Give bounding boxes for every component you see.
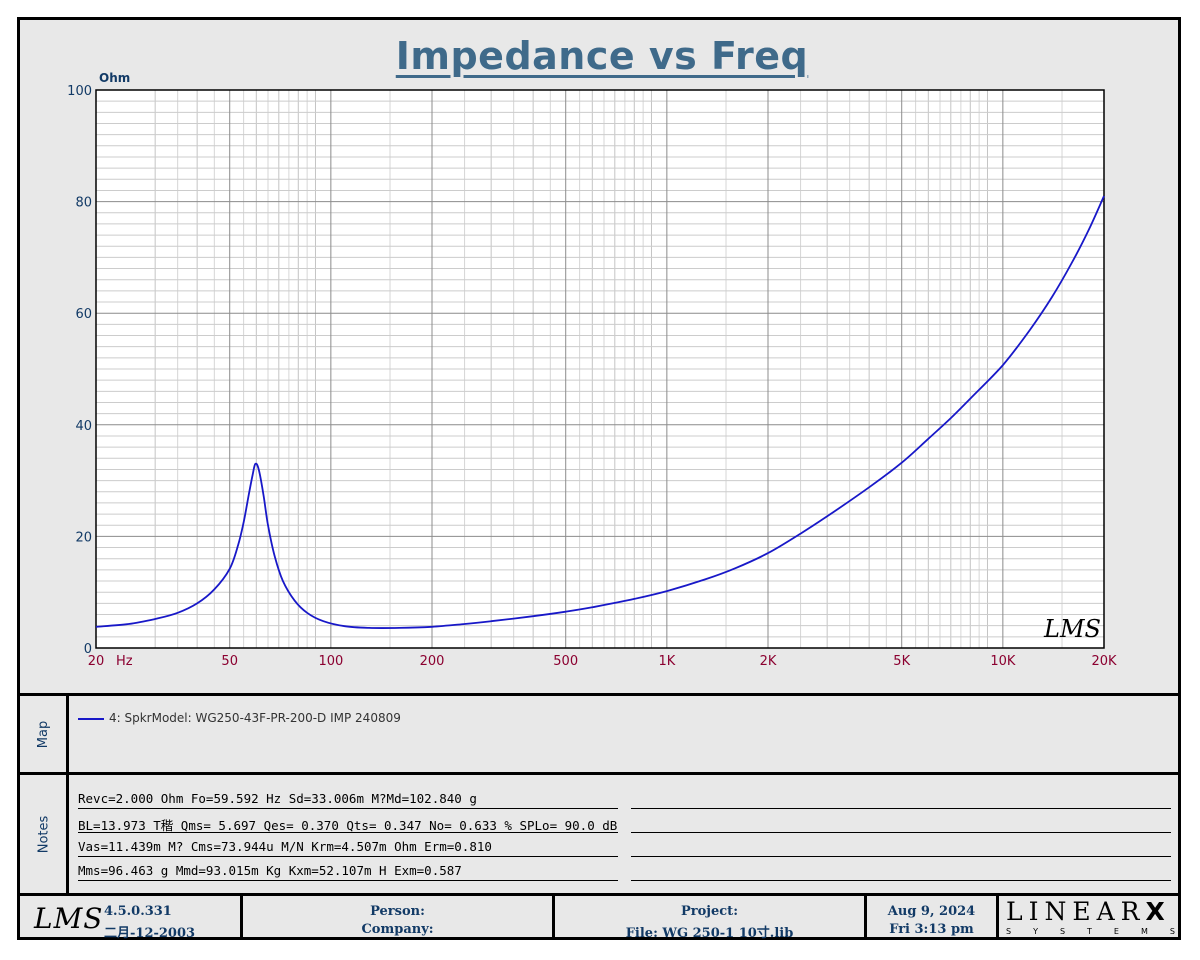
- footer-date-block: Aug 9, 2024 Fri 3:13 pm: [867, 900, 996, 939]
- footer-lms-logo: LMS: [34, 902, 104, 935]
- notes-blank-line-4: [631, 880, 1171, 881]
- chart-title: Impedance vs Freq: [395, 34, 809, 78]
- linearx-logo-x: X: [1145, 897, 1165, 926]
- x-tick-20: 20: [88, 654, 105, 669]
- legend-entry: 4: SpkrModel: WG250-43F-PR-200-D IMP 240…: [109, 711, 401, 725]
- footer-version: 4.5.0.331: [104, 904, 172, 919]
- divider-side-labels: [66, 696, 69, 893]
- footer-divider-2: [552, 896, 555, 940]
- notes-blank-line-1: [631, 808, 1171, 809]
- notes-row-4: Mms=96.463 g Mmd=93.015m Kg Kxm=52.107m …: [78, 863, 618, 881]
- x-tick-100: 100: [318, 654, 343, 669]
- footer-version-block: 4.5.0.331 二月-12-2003: [104, 900, 234, 941]
- y-tick-60: 60: [75, 307, 92, 322]
- footer-divider-3: [864, 896, 867, 940]
- linearx-logo-subtitle: SYSTEMS: [1006, 927, 1197, 936]
- linearx-logo: LINEARX SYSTEMS: [1002, 897, 1175, 939]
- x-tick-1K: 1K: [658, 654, 675, 669]
- notes-row-2: BL=13.973 T稭 Qms= 5.697 Qes= 0.370 Qts= …: [78, 815, 618, 833]
- y-tick-labels: 0 20 40 60 80 100: [67, 84, 92, 657]
- x-tick-200: 200: [420, 654, 445, 669]
- y-axis-label: Ohm: [99, 71, 130, 85]
- notes-blank-line-3: [631, 856, 1171, 857]
- plot-border: [95, 89, 1105, 649]
- grid-major: [96, 90, 1104, 648]
- footer-time: Fri 3:13 pm: [889, 922, 974, 937]
- notes-blank-line-2: [631, 832, 1171, 833]
- notes-label: Notes: [35, 815, 51, 853]
- footer-divider-1: [240, 896, 243, 940]
- notes-row-3: Vas=11.439m M? Cms=73.944u M/N Krm=4.507…: [78, 839, 618, 857]
- grid-minor: [96, 90, 1104, 648]
- footer-build-date: 二月-12-2003: [104, 926, 196, 941]
- divider-chart-map: [20, 693, 1178, 696]
- footer-person: Person:: [370, 904, 425, 919]
- x-tick-10K: 10K: [990, 654, 1016, 669]
- footer-date: Aug 9, 2024: [887, 904, 976, 919]
- notes-row-1: Revc=2.000 Ohm Fo=59.592 Hz Sd=33.006m M…: [78, 791, 618, 809]
- map-label: Map: [36, 720, 51, 748]
- legend-swatch: [78, 718, 104, 720]
- x-tick-5K: 5K: [893, 654, 910, 669]
- y-tick-0: 0: [84, 642, 92, 657]
- divider-map-notes: [20, 772, 1178, 775]
- footer-project-block: Project: File: WG 250-1 10寸.lib: [555, 900, 864, 941]
- x-axis-unit: Hz: [116, 654, 133, 669]
- x-tick-50: 50: [221, 654, 238, 669]
- lms-watermark: LMS: [1043, 615, 1101, 643]
- x-tick-labels: 20 50 100 200 500 1K 2K 5K 10K 20K: [88, 654, 1117, 669]
- footer-file: File: WG 250-1 10寸.lib: [625, 926, 794, 941]
- y-tick-100: 100: [67, 84, 92, 99]
- x-tick-500: 500: [553, 654, 578, 669]
- footer-divider-4: [996, 896, 999, 940]
- footer-company: Company:: [361, 922, 434, 937]
- footer-person-block: Person: Company:: [243, 900, 552, 939]
- y-tick-20: 20: [75, 530, 92, 545]
- impedance-curve: [95, 195, 1105, 629]
- x-tick-2K: 2K: [760, 654, 777, 669]
- x-tick-20K: 20K: [1091, 654, 1117, 669]
- divider-notes-footer: [20, 893, 1178, 896]
- linearx-logo-wordmark: LINEAR: [1006, 897, 1146, 926]
- y-tick-40: 40: [75, 419, 92, 434]
- footer-project: Project:: [681, 904, 738, 919]
- y-tick-80: 80: [75, 196, 92, 211]
